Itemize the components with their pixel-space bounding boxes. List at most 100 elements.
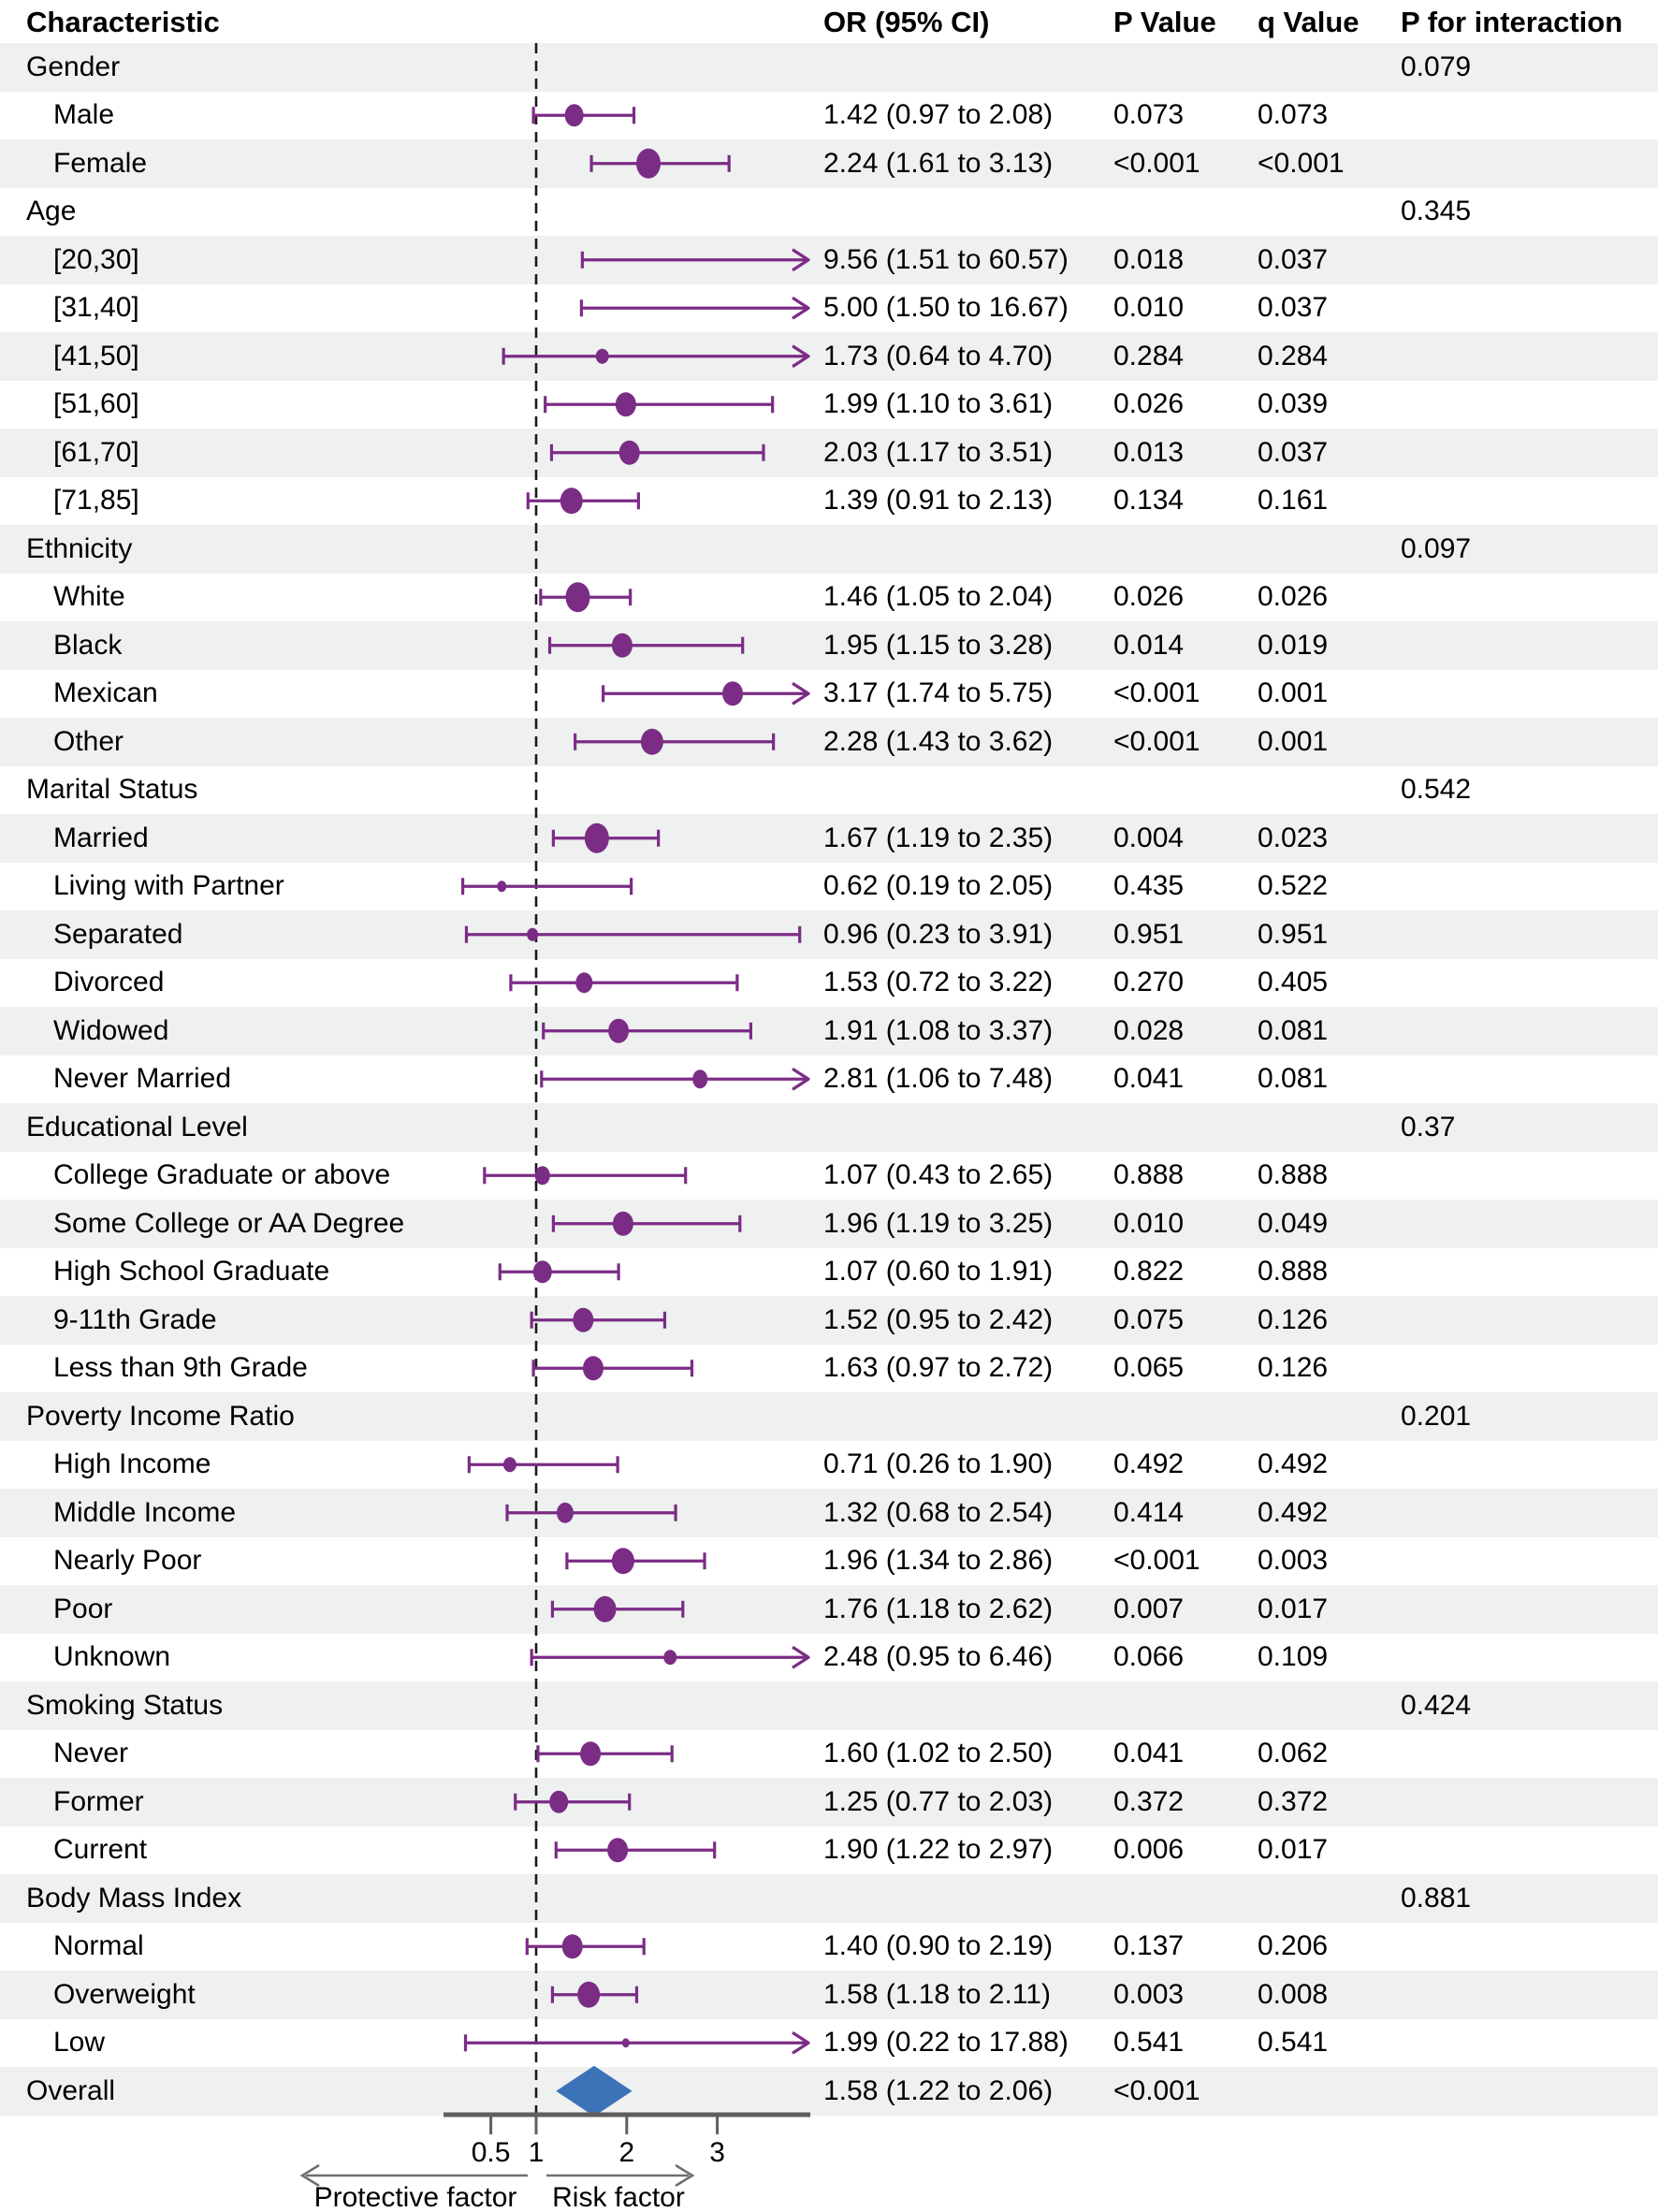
or-ci-value: 1.39 (0.91 to 2.13) (823, 485, 1054, 517)
p-value: 0.018 (1113, 243, 1185, 275)
p-value: 0.065 (1113, 1352, 1185, 1384)
table-row: Less than 9th Grade 1.63 (0.97 to 2.72) 0.… (0, 1345, 1658, 1393)
q-value: 0.026 (1258, 581, 1329, 613)
table-row: [41,50] 1.73 (0.64 to 4.70) 0.284 0.284 (0, 332, 1658, 381)
or-ci-value: 5.00 (1.50 to 16.67) (823, 292, 1069, 324)
p-value: 0.066 (1113, 1641, 1185, 1673)
p-value: <0.001 (1113, 147, 1200, 179)
p-value: 0.041 (1113, 1738, 1185, 1769)
table-row: [51,60] 1.99 (1.10 to 3.61) 0.026 0.039 (0, 381, 1658, 429)
q-value: 0.003 (1258, 1545, 1329, 1577)
table-row: [20,30] 9.56 (1.51 to 60.57) 0.018 0.037 (0, 236, 1658, 284)
p-value: 0.137 (1113, 1930, 1185, 1962)
q-value: 0.049 (1258, 1207, 1329, 1239)
q-value: 0.039 (1258, 388, 1329, 420)
p-value: 0.414 (1113, 1496, 1185, 1528)
p-interaction-value: 0.37 (1401, 1111, 1456, 1142)
table-row: Poor 1.76 (1.18 to 2.62) 0.007 0.017 (0, 1585, 1658, 1634)
q-value: 0.372 (1258, 1785, 1329, 1817)
table-row: Other 2.28 (1.43 to 3.62) <0.001 0.001 (0, 718, 1658, 766)
row-label: Former (53, 1785, 144, 1817)
or-ci-value: 2.24 (1.61 to 3.13) (823, 147, 1054, 179)
row-label: Never (53, 1738, 129, 1769)
or-ci-value: 1.73 (0.64 to 4.70) (823, 340, 1054, 371)
p-value: 0.013 (1113, 436, 1185, 468)
p-value: 0.270 (1113, 967, 1185, 998)
row-label: Normal (53, 1930, 144, 1962)
row-label: White (53, 581, 125, 613)
table-row: Married 1.67 (1.19 to 2.35) 0.004 0.023 (0, 814, 1658, 863)
row-label: High Income (53, 1448, 211, 1480)
row-label: Ethnicity (26, 532, 133, 564)
table-row: Mexican 3.17 (1.74 to 5.75) <0.001 0.001 (0, 670, 1658, 719)
row-label: Unknown (53, 1641, 171, 1673)
or-ci-value: 1.96 (1.34 to 2.86) (823, 1545, 1054, 1577)
table-row: [61,70] 2.03 (1.17 to 3.51) 0.013 0.037 (0, 429, 1658, 477)
table-row: Gender 0.079 (0, 43, 1658, 92)
table-row: High School Graduate 1.07 (0.60 to 1.91) 0… (0, 1248, 1658, 1297)
q-value: 0.062 (1258, 1738, 1329, 1769)
p-value: 0.492 (1113, 1448, 1185, 1480)
table-row: Male 1.42 (0.97 to 2.08) 0.073 0.073 (0, 92, 1658, 140)
row-label: Body Mass Index (26, 1882, 242, 1914)
q-value: 0.405 (1258, 967, 1329, 998)
table-row: Former 1.25 (0.77 to 2.03) 0.372 0.372 (0, 1778, 1658, 1826)
row-label: [61,70] (53, 436, 139, 468)
table-row: Nearly Poor 1.96 (1.34 to 2.86) <0.001 0.00… (0, 1537, 1658, 1586)
p-value: 0.372 (1113, 1785, 1185, 1817)
table-row: College Graduate or above 1.07 (0.43 to 2… (0, 1152, 1658, 1201)
row-label: Educational Level (26, 1111, 248, 1142)
p-value: 0.004 (1113, 822, 1185, 853)
or-ci-value: 1.52 (0.95 to 2.42) (823, 1303, 1054, 1335)
or-ci-value: 1.46 (1.05 to 2.04) (823, 581, 1054, 613)
q-value: 0.001 (1258, 725, 1329, 757)
header-characteristic: Characteristic (26, 6, 220, 38)
q-value: 0.081 (1258, 1014, 1329, 1046)
p-value: 0.951 (1113, 918, 1185, 950)
header-p-interaction: P for interaction (1401, 6, 1623, 38)
q-value: 0.023 (1258, 822, 1329, 853)
row-label: Overall (26, 2074, 116, 2106)
row-label: Current (53, 1834, 148, 1866)
q-value: 0.017 (1258, 1593, 1329, 1624)
p-value: <0.001 (1113, 1545, 1200, 1577)
q-value: 0.522 (1258, 870, 1329, 902)
row-label: Widowed (53, 1014, 169, 1046)
q-value: 0.109 (1258, 1641, 1329, 1673)
or-ci-value: 1.90 (1.22 to 2.97) (823, 1834, 1054, 1866)
row-label: 9-11th Grade (53, 1303, 217, 1335)
q-value: 0.284 (1258, 340, 1329, 371)
table-row: Divorced 1.53 (0.72 to 3.22) 0.270 0.405 (0, 959, 1658, 1008)
table-header: Characteristic OR (95% CI) P Value q Val… (0, 2, 1658, 43)
row-label: Living with Partner (53, 870, 284, 902)
or-ci-value: 2.28 (1.43 to 3.62) (823, 725, 1054, 757)
row-label: Other (53, 725, 124, 757)
q-value: 0.037 (1258, 436, 1329, 468)
row-label: Age (26, 196, 77, 227)
or-ci-value: 2.81 (1.06 to 7.48) (823, 1063, 1054, 1095)
table-row: Marital Status 0.542 (0, 766, 1658, 815)
axis-tick-label: 1 (529, 2137, 545, 2168)
q-value: 0.037 (1258, 243, 1329, 275)
table-row: High Income 0.71 (0.26 to 1.90) 0.492 0.492 (0, 1441, 1658, 1490)
row-label: Never Married (53, 1063, 232, 1095)
or-ci-value: 1.07 (0.43 to 2.65) (823, 1159, 1054, 1191)
p-value: 0.003 (1113, 1978, 1185, 2010)
table-row: Widowed 1.91 (1.08 to 3.37) 0.028 0.081 (0, 1007, 1658, 1055)
header-or-ci: OR (95% CI) (823, 6, 990, 38)
p-interaction-value: 0.424 (1401, 1689, 1472, 1721)
row-label: Mexican (53, 677, 158, 709)
row-label: Female (53, 147, 148, 179)
table-row: [31,40] 5.00 (1.50 to 16.67) 0.010 0.037 (0, 284, 1658, 333)
p-interaction-value: 0.079 (1401, 51, 1472, 82)
or-ci-value: 1.99 (1.10 to 3.61) (823, 388, 1054, 420)
p-value: 0.073 (1113, 99, 1185, 131)
p-interaction-value: 0.201 (1401, 1400, 1472, 1432)
p-value: 0.541 (1113, 2027, 1185, 2059)
row-label: Overweight (53, 1978, 196, 2010)
row-label: Married (53, 822, 149, 853)
or-ci-value: 1.99 (0.22 to 17.88) (823, 2027, 1069, 2059)
row-label: Some College or AA Degree (53, 1207, 405, 1239)
axis-tick-label: 3 (709, 2137, 725, 2168)
p-value: 0.134 (1113, 485, 1185, 517)
